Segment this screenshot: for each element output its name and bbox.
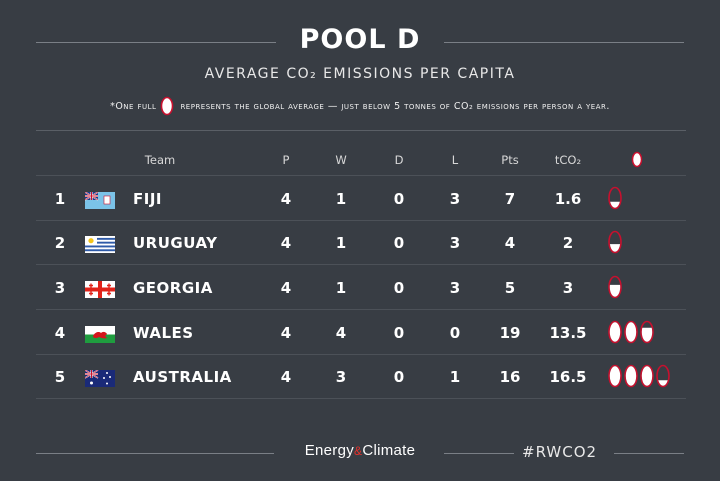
footnote-before: *One full <box>110 100 157 112</box>
stat-w: 4 <box>335 324 347 342</box>
stat-l: 3 <box>449 190 461 208</box>
row-divider <box>36 354 686 355</box>
top-rule-right <box>444 42 684 43</box>
footer-rule-right <box>614 453 684 454</box>
header-d: D <box>394 153 404 167</box>
row-divider <box>36 398 686 399</box>
stat-d: 0 <box>393 190 405 208</box>
stat-w: 1 <box>335 234 347 252</box>
footnote-after: represents the global average — just bel… <box>180 100 610 112</box>
stat-d: 0 <box>393 368 405 386</box>
rugby-ball-icon <box>640 320 654 344</box>
stat-w: 3 <box>335 368 347 386</box>
footer-rule-mid <box>444 453 514 454</box>
stat-w: 1 <box>335 279 347 297</box>
rank: 3 <box>54 279 66 297</box>
rugby-ball-icon <box>608 230 622 254</box>
stat-d: 0 <box>393 324 405 342</box>
team-name: FIJI <box>133 190 162 208</box>
stat-tco2: 3 <box>562 279 574 297</box>
table-row: 2 URUGUAY 4 1 0 3 4 2 <box>36 221 686 265</box>
logo-word-climate: Climate <box>362 442 416 459</box>
team-name: GEORGIA <box>133 279 213 297</box>
rugby-ball-icon <box>608 320 622 344</box>
header-bottom-rule <box>36 175 686 176</box>
logo-ampersand: & <box>354 444 363 458</box>
page-title: POOL D <box>299 24 421 55</box>
header-pts: Pts <box>501 153 519 167</box>
emissions-balls <box>608 275 624 301</box>
rank: 4 <box>54 324 66 342</box>
rugby-ball-icon <box>656 364 670 388</box>
rugby-ball-icon <box>608 364 622 388</box>
stat-l: 3 <box>449 279 461 297</box>
stat-pts: 19 <box>499 324 521 342</box>
logo-word-energy: Energy <box>304 442 355 459</box>
header-l: L <box>451 153 459 167</box>
rank: 5 <box>54 368 66 386</box>
fiji-flag <box>85 192 115 209</box>
stat-l: 0 <box>449 324 461 342</box>
top-rule-left <box>36 42 276 43</box>
uruguay-flag <box>85 236 115 253</box>
footnote: *One full represents the global average … <box>0 96 720 116</box>
header-tco2: tCO₂ <box>554 153 582 167</box>
header-w: W <box>335 153 347 167</box>
rugby-ball-icon <box>608 275 622 299</box>
stat-p: 4 <box>280 368 292 386</box>
stat-p: 4 <box>280 324 292 342</box>
stat-w: 1 <box>335 190 347 208</box>
stat-pts: 5 <box>504 279 516 297</box>
rugby-ball-icon <box>161 96 174 116</box>
australia-flag <box>85 370 115 387</box>
header-rule <box>36 130 686 131</box>
rank: 2 <box>54 234 66 252</box>
header-rugby-ball-icon <box>631 151 643 168</box>
row-divider <box>36 264 686 265</box>
row-divider <box>36 220 686 221</box>
rugby-ball-icon <box>608 186 622 210</box>
rank: 1 <box>54 190 66 208</box>
stat-pts: 4 <box>504 234 516 252</box>
stat-l: 1 <box>449 368 461 386</box>
wales-flag <box>85 326 115 343</box>
stat-tco2: 1.6 <box>554 190 582 208</box>
stat-pts: 16 <box>499 368 521 386</box>
hashtag: #RWCO2 <box>522 443 598 461</box>
table-row: 5 AUSTRALIA 4 3 0 1 16 16.5 <box>36 355 686 399</box>
header-team: Team <box>144 153 176 167</box>
header-p: P <box>282 153 290 167</box>
stat-tco2: 2 <box>562 234 574 252</box>
table-row: 3 GEORGIA 4 1 0 3 5 3 <box>36 266 686 310</box>
table-row: 4 WALES 4 4 0 0 19 13.5 <box>36 311 686 355</box>
emissions-balls <box>608 364 672 390</box>
rugby-ball-icon <box>640 364 654 388</box>
stat-p: 4 <box>280 279 292 297</box>
stat-d: 0 <box>393 279 405 297</box>
stat-d: 0 <box>393 234 405 252</box>
footer-rule-left <box>36 453 274 454</box>
stat-l: 3 <box>449 234 461 252</box>
team-name: AUSTRALIA <box>133 368 232 386</box>
emissions-balls <box>608 186 624 212</box>
stat-p: 4 <box>280 190 292 208</box>
team-name: WALES <box>133 324 194 342</box>
table-row: 1 FIJI 4 1 0 3 7 1.6 <box>36 177 686 221</box>
georgia-flag <box>85 281 115 298</box>
rugby-ball-icon <box>624 320 638 344</box>
page-subtitle: AVERAGE CO₂ EMISSIONS PER CAPITA <box>204 66 516 82</box>
team-name: URUGUAY <box>133 234 218 252</box>
stat-pts: 7 <box>504 190 516 208</box>
energy-climate-logo: Energy&Climate <box>290 442 430 459</box>
stat-p: 4 <box>280 234 292 252</box>
rugby-ball-icon <box>624 364 638 388</box>
stat-tco2: 13.5 <box>549 324 587 342</box>
emissions-balls <box>608 230 624 256</box>
emissions-balls <box>608 320 656 346</box>
stat-tco2: 16.5 <box>549 368 587 386</box>
row-divider <box>36 309 686 310</box>
